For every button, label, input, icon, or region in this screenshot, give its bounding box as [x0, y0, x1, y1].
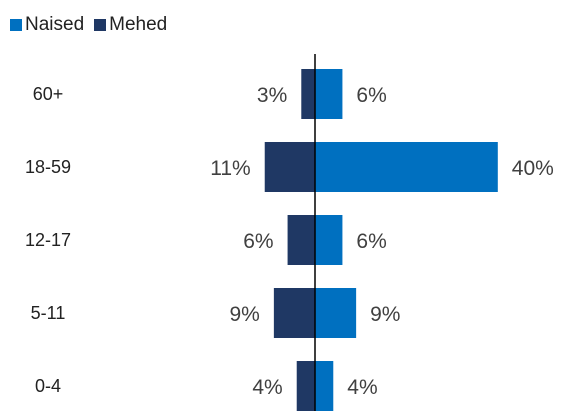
- legend-swatch-mehed: [94, 19, 107, 31]
- chart-legend: Naised Mehed: [10, 14, 171, 36]
- bar-mehed-18-59: [264, 142, 315, 192]
- legend-label-naised: Naised: [25, 14, 85, 35]
- category-label-18-59: 18-59: [25, 157, 71, 177]
- bar-mehed-5-11: [273, 288, 315, 338]
- value-label-naised-18-59: 40%: [512, 157, 554, 180]
- category-label-0-4: 0-4: [35, 376, 61, 396]
- bar-naised-0-4: [315, 361, 334, 411]
- legend-label-mehed: Mehed: [109, 14, 168, 35]
- value-label-naised-12-17: 6%: [356, 230, 386, 253]
- bar-naised-60-: [315, 69, 343, 119]
- bar-naised-18-59: [315, 142, 498, 192]
- value-label-mehed-0-4: 4%: [252, 376, 282, 399]
- value-label-mehed-18-59: 11%: [210, 157, 250, 180]
- category-label-60-: 60+: [33, 84, 64, 104]
- value-label-naised-0-4: 4%: [347, 376, 377, 399]
- category-label-5-11: 5-11: [31, 303, 66, 323]
- bar-naised-5-11: [315, 288, 357, 338]
- legend-swatch-naised: [10, 19, 22, 31]
- value-label-mehed-5-11: 9%: [230, 303, 260, 326]
- legend-item-naised: Naised: [10, 14, 84, 36]
- bar-mehed-12-17: [287, 215, 315, 265]
- bar-naised-12-17: [315, 215, 343, 265]
- bar-mehed-60-: [301, 69, 315, 119]
- value-label-naised-60-: 6%: [356, 84, 386, 107]
- value-label-mehed-60-: 3%: [257, 84, 287, 107]
- value-label-naised-5-11: 9%: [370, 303, 400, 326]
- legend-item-mehed: Mehed: [94, 14, 167, 36]
- bar-mehed-0-4: [296, 361, 315, 411]
- category-label-12-17: 12-17: [25, 230, 71, 250]
- value-label-mehed-12-17: 6%: [243, 230, 273, 253]
